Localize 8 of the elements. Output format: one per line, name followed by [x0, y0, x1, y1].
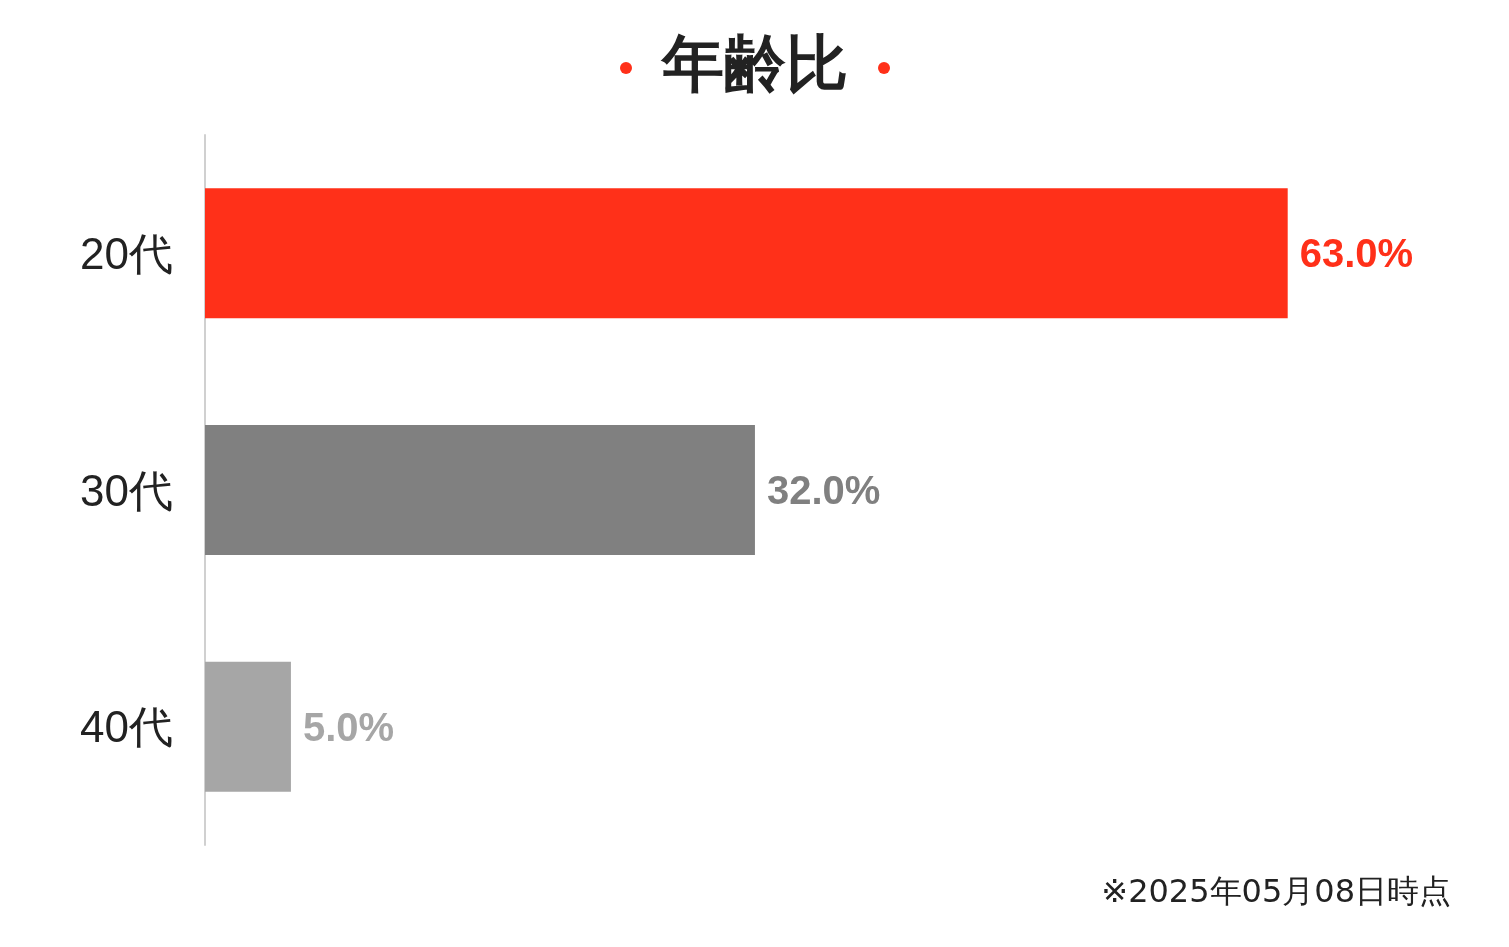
y-tick-label: 30代	[80, 465, 173, 515]
data-label: 32.0%	[766, 468, 881, 512]
data-label: 5.0%	[302, 704, 395, 749]
y-tick-label: 20代	[80, 228, 173, 278]
text: ※2025年05月08日時点	[1101, 871, 1451, 912]
data-label: 63.0%	[1299, 231, 1414, 276]
y-tick-label: 40代	[80, 702, 173, 752]
chart-title: 年齢比	[661, 27, 848, 100]
